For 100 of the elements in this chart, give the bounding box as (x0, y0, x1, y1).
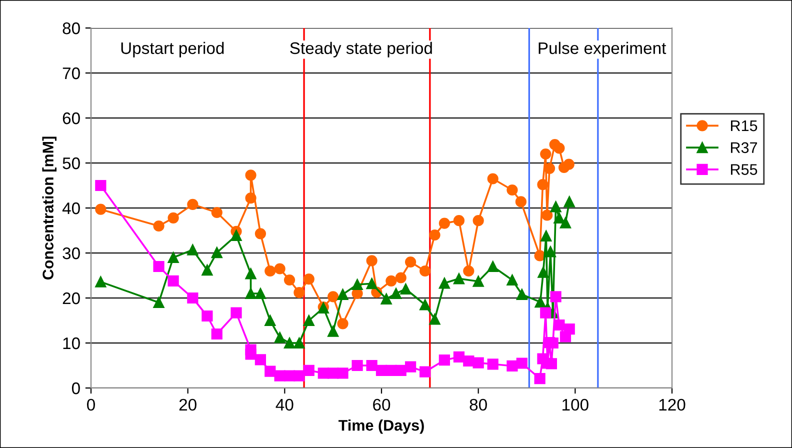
point (95, 204, 106, 215)
point (472, 357, 484, 368)
point (337, 288, 348, 300)
x-tick-label: 100 (562, 398, 588, 411)
point (453, 351, 465, 363)
point (463, 355, 474, 367)
point (395, 364, 406, 376)
point (294, 337, 305, 349)
y-tick-label: 80 (62, 22, 80, 34)
point (506, 360, 518, 372)
point (540, 230, 552, 242)
point (438, 218, 450, 229)
x-tick-label: 40 (276, 398, 294, 411)
point (153, 220, 164, 232)
point (420, 366, 431, 378)
point (187, 198, 198, 210)
point (153, 296, 164, 308)
point (534, 296, 546, 308)
point (538, 266, 549, 278)
point (487, 173, 498, 184)
point (294, 287, 305, 298)
point (230, 307, 242, 318)
point (254, 228, 266, 240)
point (564, 196, 575, 208)
point (506, 274, 518, 286)
point (544, 246, 556, 258)
y-tick-label: 50 (62, 157, 80, 170)
point (168, 275, 179, 286)
point (542, 210, 553, 221)
point (438, 278, 450, 289)
y-tick-label: 60 (62, 112, 80, 124)
point (540, 148, 552, 160)
point (386, 275, 397, 286)
x-axis-title: Time (Days) (338, 420, 424, 434)
point (245, 348, 256, 360)
point (463, 265, 474, 277)
x-tick-label: 20 (179, 398, 196, 411)
point (337, 318, 348, 330)
point (211, 206, 222, 218)
point (95, 276, 106, 288)
legend-label: R55 (731, 164, 758, 175)
point (211, 246, 222, 258)
point (547, 337, 558, 349)
point (366, 360, 378, 372)
point (438, 354, 450, 366)
x-tick-label: 120 (659, 398, 686, 411)
point (245, 170, 256, 181)
point (211, 328, 222, 340)
point (245, 288, 256, 300)
point (303, 314, 314, 326)
point (254, 354, 266, 366)
point (337, 368, 348, 379)
point (95, 180, 106, 192)
point (420, 265, 431, 277)
point (429, 229, 440, 241)
point (390, 288, 402, 300)
point (202, 264, 213, 276)
point (284, 337, 296, 349)
y-axis-title: Concentration [mM] (42, 136, 56, 280)
point (303, 274, 314, 285)
point (550, 291, 562, 302)
point (264, 366, 276, 377)
point (366, 255, 378, 266)
y-tick-label: 40 (62, 202, 80, 214)
point (420, 299, 431, 310)
point (506, 184, 518, 196)
point (516, 358, 528, 369)
point (352, 278, 363, 290)
point (245, 268, 256, 280)
point (404, 256, 416, 268)
point (202, 310, 213, 322)
point (516, 288, 528, 300)
point (245, 192, 256, 204)
annotation: Upstart period (121, 42, 224, 58)
point (254, 288, 266, 300)
point (540, 307, 552, 318)
point (168, 252, 179, 264)
y-tick-label: 10 (63, 337, 80, 350)
annotation: Pulse experiment (538, 42, 666, 58)
point (487, 358, 498, 370)
legend-label: R37 (731, 142, 758, 154)
point (264, 265, 276, 277)
point (534, 372, 546, 384)
point (264, 314, 276, 326)
annotation: Steady state period (290, 42, 432, 58)
point (294, 370, 305, 382)
point (554, 142, 565, 154)
point (352, 360, 363, 372)
point (537, 179, 548, 190)
point (328, 291, 339, 302)
point (560, 217, 572, 228)
point (274, 263, 286, 274)
point (453, 273, 465, 284)
point (380, 293, 392, 304)
point (487, 260, 498, 272)
point (153, 260, 164, 272)
point (400, 283, 412, 295)
point (453, 215, 465, 226)
point (550, 201, 562, 212)
legend-label: R15 (731, 120, 758, 132)
